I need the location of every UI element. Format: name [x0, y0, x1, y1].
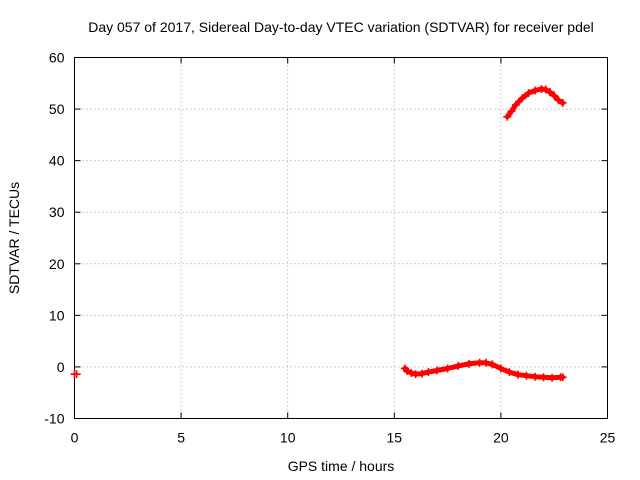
data-point [507, 107, 516, 116]
data-point [524, 89, 533, 98]
data-point [531, 372, 540, 381]
data-point [558, 373, 567, 382]
data-point [548, 373, 557, 382]
data-point [418, 369, 427, 378]
series-upper-arc [503, 84, 567, 121]
data-point [403, 367, 412, 376]
data-point [488, 360, 497, 369]
data-point [454, 361, 463, 370]
y-tick-label: 30 [49, 204, 65, 220]
data-point [424, 368, 433, 377]
data-point [496, 364, 505, 373]
series-isolated-start [70, 370, 81, 379]
data-point [518, 94, 527, 103]
data-point [481, 358, 490, 367]
plot-frame [74, 57, 608, 419]
data-point [522, 371, 531, 380]
data-point [531, 86, 540, 95]
y-tick-label: 0 [57, 359, 65, 375]
data-point [550, 91, 559, 100]
x-tick-label: 10 [280, 430, 296, 446]
data-point [511, 100, 520, 109]
data-point [432, 366, 441, 375]
data-point [72, 370, 81, 379]
y-tick-label: 50 [49, 101, 65, 117]
y-axis-label: SDTVAR / TECUs [6, 182, 22, 294]
y-tick-label: 10 [49, 307, 65, 323]
data-point [443, 364, 452, 373]
y-tick-label: -10 [44, 411, 64, 427]
data-point [503, 112, 512, 121]
y-tick-label: 40 [49, 153, 65, 169]
x-axis-label: GPS time / hours [288, 458, 395, 474]
data-point [539, 373, 548, 382]
y-tick-label: 20 [49, 256, 65, 272]
series-lower-arc [400, 358, 567, 382]
data-point [541, 85, 550, 94]
chart-series [70, 84, 567, 382]
data-point [545, 88, 554, 97]
x-tick-label: 20 [493, 430, 509, 446]
chart-title: Day 057 of 2017, Sidereal Day-to-day VTE… [88, 19, 594, 35]
data-point [464, 359, 473, 368]
data-point [558, 98, 567, 107]
data-point [513, 370, 522, 379]
x-tick-label: 25 [600, 430, 616, 446]
y-tick-label: 60 [49, 50, 65, 66]
chart-grid [74, 57, 608, 419]
data-point [554, 96, 563, 105]
x-tick-label: 15 [387, 430, 403, 446]
chart-tick-labels: 0 5 10 15 20 25 -10 0 10 20 30 40 50 60 [44, 50, 615, 446]
x-tick-label: 5 [177, 430, 185, 446]
data-point [505, 368, 514, 377]
chart-ticks [74, 57, 608, 419]
x-tick-label: 0 [71, 430, 79, 446]
data-point [407, 369, 416, 378]
